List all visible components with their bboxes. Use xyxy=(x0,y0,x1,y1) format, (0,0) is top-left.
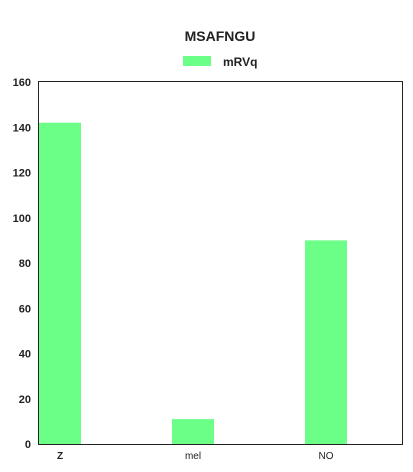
plot-frame xyxy=(38,81,403,445)
legend-label-mrvq: mRVq xyxy=(223,55,257,69)
x-tick-label-z: Z xyxy=(57,451,63,462)
y-tick-label-120: 120 xyxy=(13,168,31,180)
bars-group xyxy=(39,122,347,444)
legend: mRVq xyxy=(183,55,257,69)
x-tick-label-mel: mel xyxy=(185,451,201,462)
bar-z xyxy=(39,122,81,444)
y-tick-label-140: 140 xyxy=(13,122,31,134)
y-axis-ticks: 0 20 40 60 80 100 120 140 160 xyxy=(13,77,31,451)
y-tick-label-100: 100 xyxy=(13,213,31,225)
chart-title: MSAFNGU xyxy=(185,28,256,44)
y-tick-label-60: 60 xyxy=(19,303,31,315)
x-tick-label-no: NO xyxy=(319,451,334,462)
legend-swatch-mrvq xyxy=(183,56,211,66)
bar-no xyxy=(305,240,347,444)
y-tick-label-20: 20 xyxy=(19,394,31,406)
bar-mel xyxy=(172,419,214,444)
y-tick-label-40: 40 xyxy=(19,349,31,361)
y-tick-label-160: 160 xyxy=(13,77,31,89)
y-tick-label-80: 80 xyxy=(19,258,31,270)
y-tick-label-0: 0 xyxy=(25,439,31,451)
